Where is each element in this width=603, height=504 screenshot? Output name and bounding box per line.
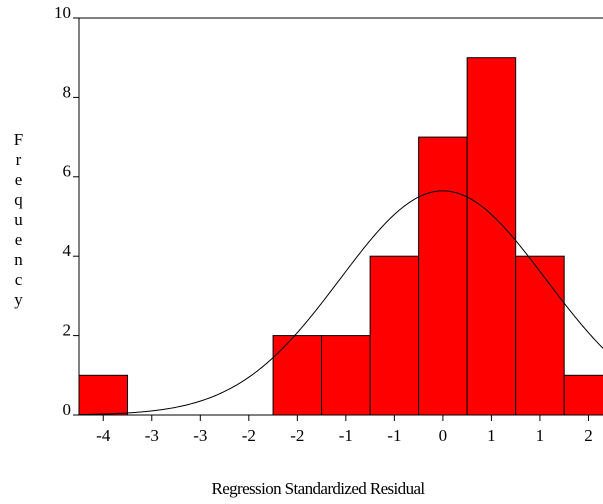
bar xyxy=(272,335,323,416)
bar xyxy=(466,57,517,416)
y-tick-label: 6 xyxy=(63,162,72,181)
x-tick-label: 2 xyxy=(584,426,593,445)
x-tick-label: 1 xyxy=(536,426,545,445)
x-tick-label: 0 xyxy=(439,426,448,445)
y-tick-label: 2 xyxy=(63,321,72,340)
x-axis-label: Regression Standardized Residual xyxy=(211,479,425,498)
plot-area xyxy=(79,57,603,416)
x-tick-label: -3 xyxy=(145,426,159,445)
y-tick-label: 4 xyxy=(63,241,72,260)
bar xyxy=(515,255,565,416)
x-tick-label: -3 xyxy=(193,426,207,445)
bar xyxy=(79,374,129,416)
bar xyxy=(369,255,420,416)
x-tick-label: -4 xyxy=(96,426,111,445)
x-tick-label: -2 xyxy=(290,426,304,445)
normal-curve xyxy=(79,190,603,416)
bar xyxy=(418,136,468,416)
x-tick-label: -1 xyxy=(387,426,401,445)
y-tick-label: 10 xyxy=(54,3,71,22)
y-axis-label: Frequency xyxy=(9,130,28,310)
y-tick-label: 0 xyxy=(63,400,72,419)
bar xyxy=(563,374,603,416)
x-tick-label: 1 xyxy=(487,426,496,445)
y-tick-label: 8 xyxy=(63,82,72,101)
x-tick-label: -1 xyxy=(339,426,353,445)
bar xyxy=(321,335,371,416)
x-tick-label: -2 xyxy=(242,426,256,445)
